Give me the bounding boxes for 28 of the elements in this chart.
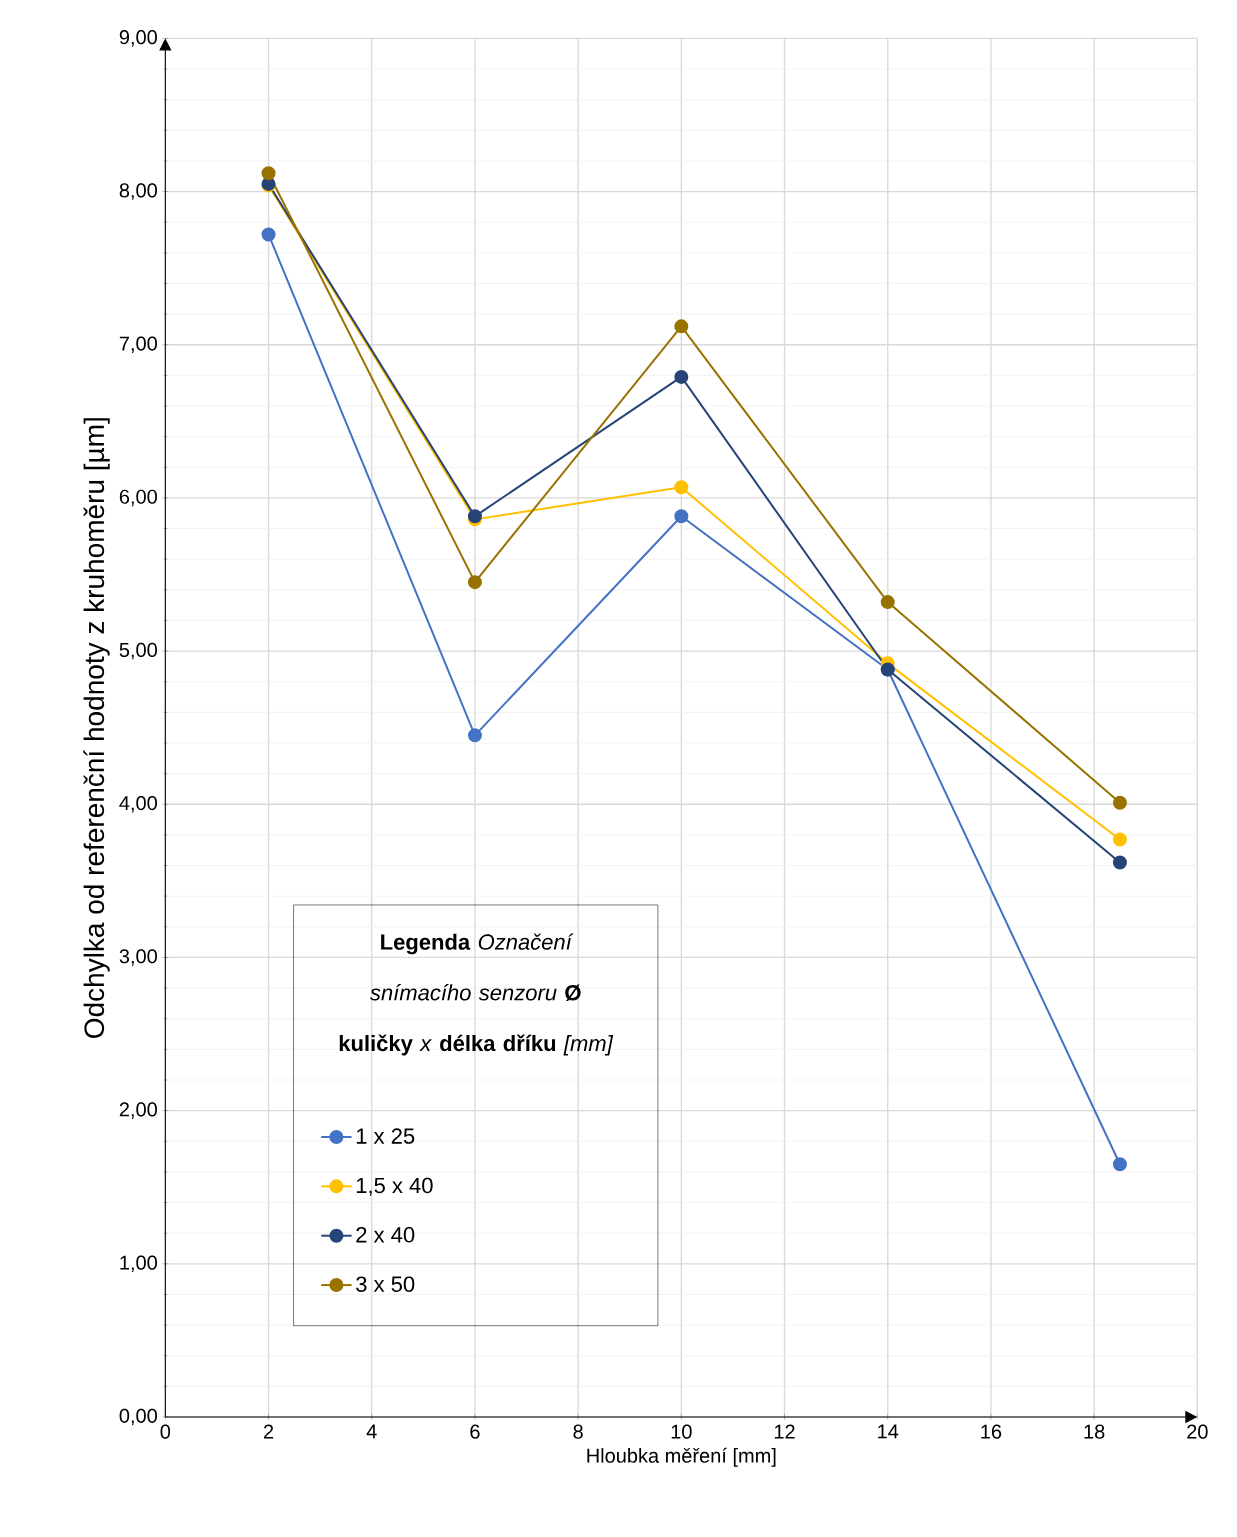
x-tick-label: 4 [366,1424,377,1439]
x-tick-label: 18 [1084,1424,1105,1439]
legend-label: 1 x 25 [356,1128,415,1144]
x-axis-title: Hloubka měření [mm] [587,1447,776,1467]
y-tick-label: 0,00 [119,1408,157,1426]
x-tick-label: 0 [160,1424,171,1439]
y-tick-label: 8,00 [119,183,157,200]
y-tick-label: 1,00 [120,1255,157,1273]
y-tick-label: 7,00 [119,336,157,353]
legend-label: 2 x 40 [356,1227,415,1243]
y-tick-label: 2,00 [119,1102,157,1119]
x-tick-label: 16 [981,1424,1002,1439]
x-tick-label: 20 [1187,1424,1208,1439]
y-tick-label: 5,00 [119,642,157,660]
legend-label: 3 x 50 [356,1276,415,1292]
x-tick-label: 8 [573,1424,583,1439]
x-tick-label: 2 [263,1424,274,1439]
x-tick-label: 10 [671,1424,692,1439]
x-tick-label: 14 [878,1424,899,1439]
y-tick-label: 4,00 [119,796,157,813]
legend-label: 1,5 x 40 [356,1177,433,1196]
x-tick-label: 6 [470,1424,480,1439]
y-tick-label: 6,00 [119,489,157,507]
text: Legenda Označení snímacího senzoru Ø kuličky x délka dříku [mm] [339,933,614,1056]
y-axis-title: Odchylka od referenční hodnoty z kruhoměru [µm] [83,418,110,1038]
y-tick-label: 3,00 [119,949,157,966]
x-tick-label: 12 [774,1424,795,1439]
y-tick-label: 9,00 [119,30,157,47]
